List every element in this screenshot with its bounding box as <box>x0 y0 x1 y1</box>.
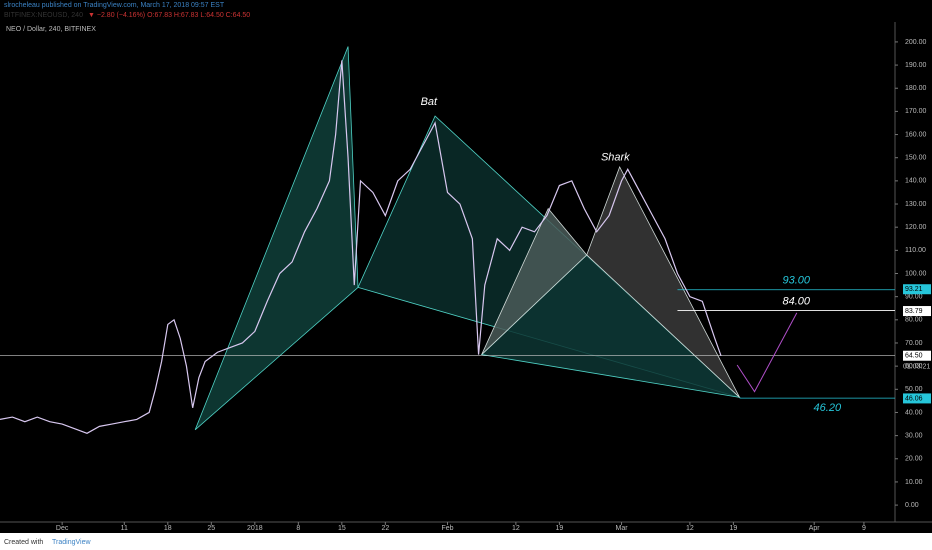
footer-brand[interactable]: TradingView <box>52 539 91 546</box>
y-tick-label: 140.00 <box>905 178 927 185</box>
y-tick-label: 200.00 <box>905 39 927 46</box>
x-tick-label: 12 <box>686 525 694 532</box>
y-tick-label: 110.00 <box>905 247 926 254</box>
y-tick-label: 60.00 <box>905 363 923 370</box>
x-tick-label: 2018 <box>247 525 263 532</box>
x-tick-label: 15 <box>338 525 346 532</box>
y-tick-label: 150.00 <box>905 155 927 162</box>
x-tick-label: 11 <box>121 525 128 532</box>
harmonic-pattern <box>586 165 740 398</box>
x-tick-label: 22 <box>381 525 389 532</box>
y-tick-label: 180.00 <box>905 85 927 92</box>
y-tick-label: 90.00 <box>905 294 923 301</box>
y-tick-label: 190.00 <box>905 62 927 69</box>
y-tick-label: 30.00 <box>905 432 923 439</box>
price-series <box>0 60 722 434</box>
price-tag-label: 93.21 <box>905 286 923 293</box>
projection-arrow <box>736 312 798 393</box>
price-tag-label: 46.06 <box>905 395 923 402</box>
level-label: 46.20 <box>814 402 842 414</box>
y-tick-label: 120.00 <box>905 224 927 231</box>
price-tag <box>903 306 931 317</box>
price-tag-label: 83.79 <box>905 308 923 315</box>
level-label: 84.00 <box>782 295 810 307</box>
symbol: BITFINEX:NEOUSD, 240 <box>4 12 83 19</box>
y-tick-label: 100.00 <box>905 270 927 277</box>
x-tick-label: Mar <box>615 525 628 532</box>
x-tick-label: 19 <box>730 525 738 532</box>
y-tick-label: 0.00 <box>905 502 919 509</box>
price-tag <box>903 393 931 404</box>
y-tick-label: 70.00 <box>905 340 923 347</box>
y-tick-label: 130.00 <box>905 201 927 208</box>
y-tick-label: 40.00 <box>905 409 923 416</box>
x-tick-label: Feb <box>441 525 453 532</box>
harmonic-pattern <box>194 46 359 431</box>
countdown: 01:03:21 <box>903 364 930 371</box>
x-tick-label: 25 <box>207 525 215 532</box>
quote: ▼ −2.80 (−4.16%) O:67.83 H:67.83 L:64.50… <box>88 12 250 19</box>
footer-bar <box>0 533 932 550</box>
y-tick-label: 20.00 <box>905 456 923 463</box>
pattern-label: Shark <box>601 152 630 164</box>
x-tick-label: 18 <box>164 525 172 532</box>
x-tick-label: 19 <box>555 525 563 532</box>
x-tick-label: 8 <box>296 525 300 532</box>
pattern-label: Bat <box>421 96 438 108</box>
y-tick-label: 10.00 <box>905 479 923 486</box>
x-tick-label: 9 <box>862 525 866 532</box>
y-tick-label: 160.00 <box>905 131 927 138</box>
harmonic-pattern <box>481 207 588 355</box>
y-tick-label: 170.00 <box>905 108 927 115</box>
x-tick-label: Apr <box>809 525 821 532</box>
y-tick-label: 80.00 <box>905 317 923 324</box>
level-label: 93.00 <box>782 275 810 287</box>
price-tag <box>903 284 931 295</box>
chart-title: NEO / Dollar, 240, BITFINEX <box>6 26 96 33</box>
x-tick-label: 12 <box>512 525 520 532</box>
price-tag <box>903 350 931 361</box>
y-tick-label: 50.00 <box>905 386 923 393</box>
footer-created: Created with <box>4 539 43 546</box>
x-tick-label: Dec <box>56 525 69 532</box>
publisher[interactable]: slrocheleau published on TradingView.com… <box>4 2 225 9</box>
price-tag-label: 64.50 <box>905 353 923 360</box>
